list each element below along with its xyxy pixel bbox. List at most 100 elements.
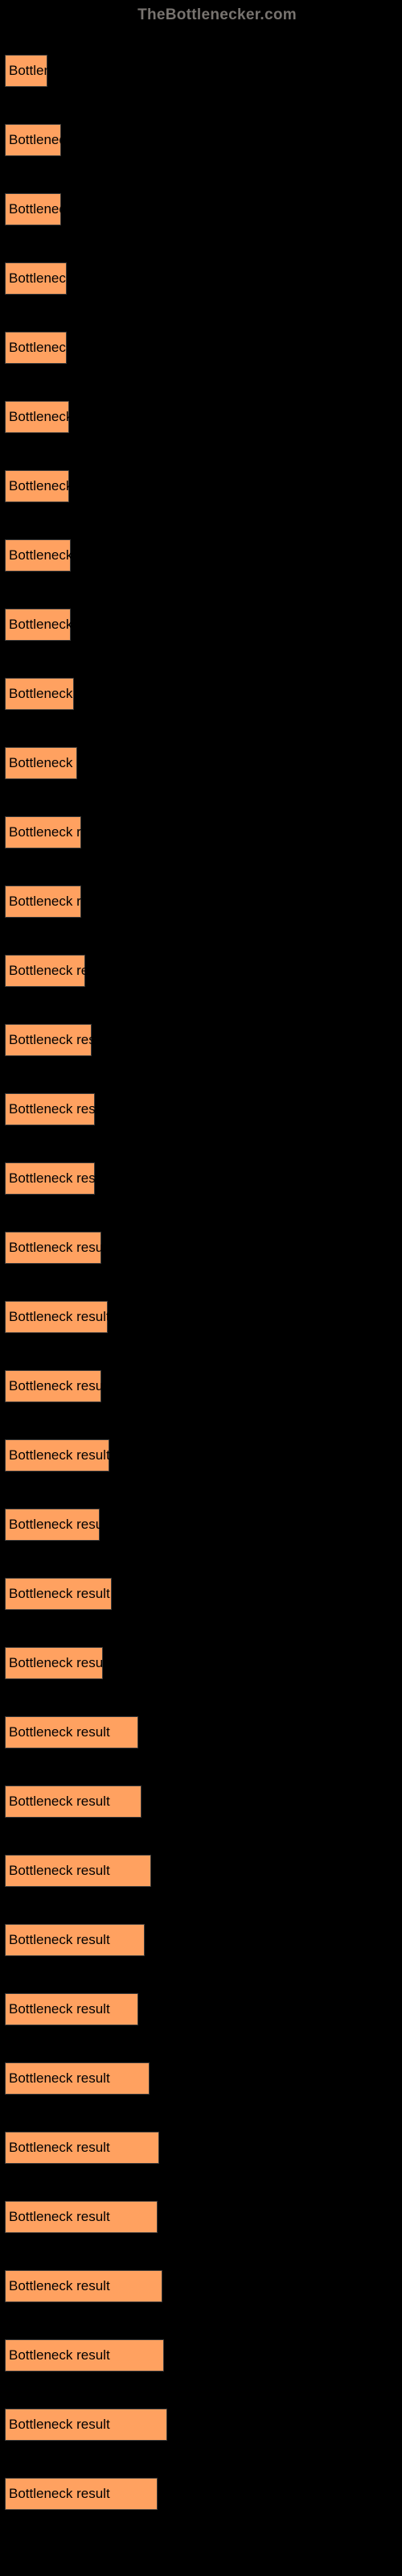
table-row: Bottleneck resu bbox=[0, 863, 402, 932]
bar: Bottleneck result bbox=[5, 1924, 145, 1956]
table-row: Bottleneck result bbox=[0, 1555, 402, 1624]
table-row: Bottleneck res bbox=[0, 724, 402, 794]
bar-label: Bottleneck resu bbox=[6, 963, 106, 979]
bar: Bottleneck re bbox=[5, 539, 71, 572]
bar: Bottleneck result bbox=[5, 1578, 112, 1610]
bar-label: Bottleneck re bbox=[6, 340, 92, 356]
bar-label: Bottleneck result bbox=[6, 1724, 113, 1740]
bar: Bottleneck resu bbox=[5, 816, 81, 848]
bar: Bottleneck result bbox=[5, 1509, 100, 1541]
bar-label: Bottleneck result bbox=[6, 1447, 113, 1463]
bar: Bottleneck bbox=[5, 55, 47, 87]
bar-label: Bottleneck result bbox=[6, 1170, 113, 1187]
table-row: Bottleneck result bbox=[0, 1278, 402, 1348]
bar-label: Bottleneck result bbox=[6, 1101, 113, 1117]
bar-value-label: 4 bbox=[145, 1993, 152, 2025]
bar: Bottleneck res bbox=[5, 678, 74, 710]
bar-label: Bottleneck result bbox=[6, 2070, 113, 2087]
bar-label: Bottleneck result bbox=[6, 1378, 113, 1394]
bar: Bottleneck resu bbox=[5, 955, 85, 987]
bar-label: Bottleneck res bbox=[6, 686, 99, 702]
bar: Bottleneck resu bbox=[5, 886, 81, 918]
bar: Bottleneck result bbox=[5, 2132, 159, 2164]
bar-label: Bottleneck r bbox=[6, 132, 84, 148]
bar: Bottleneck result bbox=[5, 1093, 95, 1125]
bar-value-label: 52 bbox=[164, 2478, 179, 2510]
table-row: Bottleneck result53.5 bbox=[0, 2317, 402, 2386]
table-row: Bottleneck re bbox=[0, 309, 402, 378]
bar-label: Bottleneck re bbox=[6, 478, 92, 494]
bar-label: Bottleneck resu bbox=[6, 894, 106, 910]
bar: Bottleneck r bbox=[5, 124, 61, 156]
table-row: Bottleneck result bbox=[0, 1624, 402, 1694]
table-row: Bottleneck re bbox=[0, 378, 402, 448]
chart-container: { "watermark": { "text": "TheBottlenecke… bbox=[0, 0, 402, 2524]
bar: Bottleneck result bbox=[5, 1024, 92, 1056]
bar-label: Bottleneck result bbox=[6, 2486, 113, 2502]
bar-value-label: 4 bbox=[145, 1716, 152, 1748]
bar-label: Bottleneck re bbox=[6, 409, 92, 425]
table-row: Bottleneck result 4 bbox=[0, 1971, 402, 2040]
bar-value-label: 54.1 bbox=[174, 2409, 200, 2441]
bar-chart: Bottleneck Bottleneck rBottleneck r Bottle… bbox=[0, 32, 402, 2524]
bar-label: Bottleneck res bbox=[6, 755, 99, 771]
bar-label: Bottleneck result bbox=[6, 1517, 113, 1533]
bar: Bottleneck result bbox=[5, 1716, 138, 1748]
table-row: Bottleneck result bbox=[0, 1071, 402, 1140]
bar: Bottleneck result bbox=[5, 1439, 109, 1472]
bar: Bottleneck result bbox=[5, 2409, 167, 2441]
bar: Bottleneck re bbox=[5, 262, 67, 295]
bar-label: Bottleneck result bbox=[6, 1932, 113, 1948]
bar-value-label: 51 bbox=[158, 1855, 173, 1887]
table-row: Bottleneck result53.2 bbox=[0, 2248, 402, 2317]
bar-label: Bottleneck result bbox=[6, 1240, 113, 1256]
bar-label: Bottleneck result bbox=[6, 1586, 113, 1602]
table-row: Bottleneck result bbox=[0, 1348, 402, 1417]
bar: Bottleneck result bbox=[5, 2062, 150, 2095]
table-row: Bottleneck re bbox=[0, 448, 402, 517]
bar-value-label: 52.9 bbox=[166, 2132, 192, 2164]
table-row: Bottleneck result bbox=[0, 1486, 402, 1555]
bar: Bottleneck result bbox=[5, 1232, 101, 1264]
bar-label: Bottleneck resu bbox=[6, 824, 106, 840]
bar: Bottleneck re bbox=[5, 332, 67, 364]
bar: Bottleneck result bbox=[5, 1993, 138, 2025]
bar: Bottleneck re bbox=[5, 401, 69, 433]
bar: Bottleneck res bbox=[5, 747, 77, 779]
table-row: Bottleneck re bbox=[0, 240, 402, 309]
table-row: Bottleneck result bbox=[0, 1209, 402, 1278]
bar: Bottleneck result bbox=[5, 1370, 101, 1402]
bar-label: Bottleneck result bbox=[6, 2140, 113, 2156]
bar-value-label: 51 bbox=[156, 2062, 171, 2095]
table-row: Bottleneck result 54.1 bbox=[0, 2386, 402, 2455]
bar-label: Bottleneck re bbox=[6, 270, 92, 287]
bar: Bottleneck result bbox=[5, 1855, 151, 1887]
bar: Bottleneck result bbox=[5, 1162, 95, 1195]
table-row: Bottleneck result 51 bbox=[0, 2040, 402, 2109]
bar-label: Bottleneck result bbox=[6, 1309, 113, 1325]
table-row: Bottleneck result bbox=[0, 1001, 402, 1071]
bar-value-label: 48 bbox=[148, 1785, 163, 1818]
bar-value-label: 49 bbox=[151, 1924, 166, 1956]
bar: Bottleneck result bbox=[5, 2201, 158, 2233]
table-row: Bottleneck result bbox=[0, 1140, 402, 1209]
bar-label: Bottleneck result bbox=[6, 2278, 113, 2294]
bar: Bottleneck result bbox=[5, 1785, 142, 1818]
table-row: Bottleneck result 4 bbox=[0, 1694, 402, 1763]
table-row: Bottleneck re bbox=[0, 586, 402, 655]
bar: Bottleneck result bbox=[5, 2339, 164, 2372]
table-row: Bottleneck result 52.9 bbox=[0, 2109, 402, 2178]
bar-value-label: 52. bbox=[164, 2201, 183, 2233]
table-row: Bottleneck re bbox=[0, 517, 402, 586]
bar-label: Bottleneck result bbox=[6, 2001, 113, 2017]
bar-label: Bottleneck result bbox=[6, 2347, 113, 2363]
table-row: Bottleneck resu bbox=[0, 794, 402, 863]
table-row: Bottleneck result 52 bbox=[0, 2455, 402, 2524]
bar-label: Bottleneck bbox=[6, 63, 76, 79]
bar: Bottleneck result bbox=[5, 2478, 158, 2510]
table-row: Bottleneck resu bbox=[0, 932, 402, 1001]
bar: Bottleneck re bbox=[5, 470, 69, 502]
bar-label: Bottleneck result bbox=[6, 1655, 113, 1671]
table-row: Bottleneck r bbox=[0, 101, 402, 171]
bar-label: Bottleneck re bbox=[6, 617, 92, 633]
